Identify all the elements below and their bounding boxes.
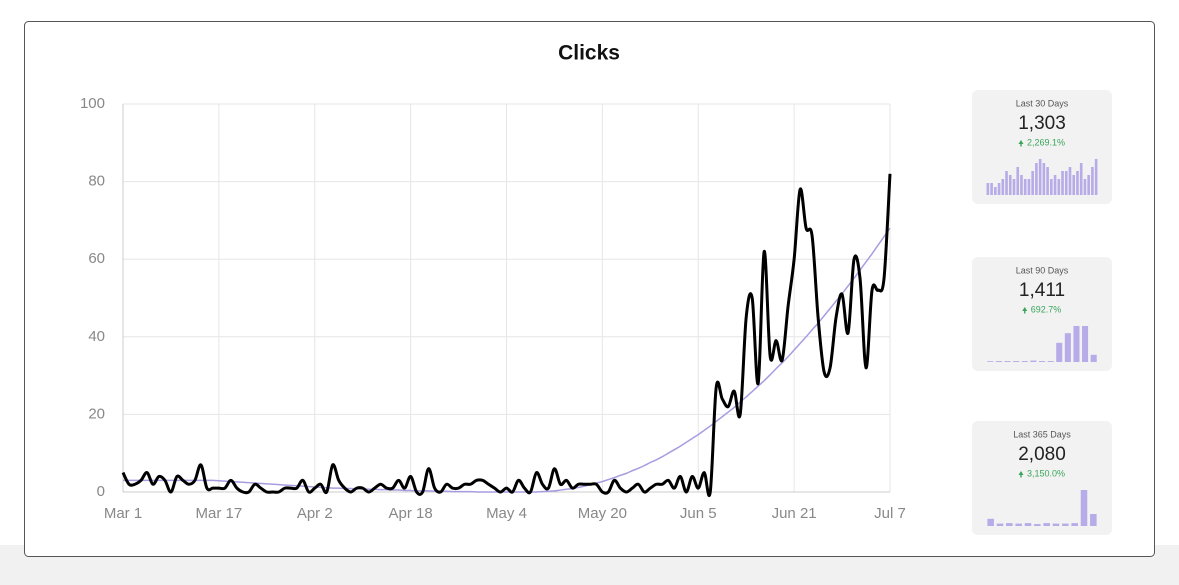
mini-bar [1064, 333, 1071, 362]
mini-bar [1052, 523, 1060, 526]
mini-bar [1062, 523, 1069, 526]
x-tick-label: Apr 2 [297, 505, 333, 522]
mini-bar [1064, 171, 1068, 195]
mini-bar [990, 183, 993, 195]
mini-bar [1001, 179, 1005, 195]
mini-bar [1024, 523, 1032, 526]
card-change: 2,269.1% [1027, 137, 1065, 147]
card-change: 3,150.0% [1027, 468, 1065, 478]
card-value: 2,080 [1018, 444, 1066, 465]
mini-bar [994, 187, 997, 195]
x-tick-label: Mar 17 [196, 505, 243, 522]
mini-bar [1023, 179, 1027, 195]
card-label: Last 365 Days [1013, 429, 1071, 439]
card-background [972, 421, 1112, 535]
mini-bar [1050, 179, 1053, 195]
mini-bar [1038, 159, 1042, 195]
mini-bar [1047, 361, 1054, 362]
y-tick-label: 20 [88, 405, 105, 422]
mini-bar [1072, 175, 1076, 195]
stat-card: Last 365 Days 2,080 3,150.0% [972, 421, 1112, 535]
mini-bar [1068, 167, 1072, 195]
mini-bar [1038, 361, 1046, 362]
mini-bar [1046, 167, 1049, 195]
mini-bar [1090, 354, 1097, 362]
mini-bar [1091, 167, 1094, 195]
mini-bar [1083, 179, 1087, 195]
mini-bar [1004, 361, 1011, 362]
card-label: Last 30 Days [1016, 98, 1069, 108]
mini-bar [987, 361, 994, 362]
x-tick-label: May 20 [578, 505, 627, 522]
mini-bar [1008, 175, 1012, 195]
mini-bar [1071, 523, 1078, 526]
trend-line [122, 227, 891, 493]
mini-bar [1080, 490, 1088, 526]
mini-bar [1034, 524, 1041, 526]
mini-bar [1042, 163, 1046, 195]
mini-bar [1021, 361, 1028, 362]
mini-bar [1082, 326, 1089, 362]
x-tick-label: Apr 18 [389, 505, 433, 522]
mini-bar [1087, 175, 1090, 195]
stat-card: Last 90 Days 1,411 692.7% [972, 257, 1112, 371]
x-tick-label: Jun 21 [772, 505, 817, 522]
mini-bar [1053, 175, 1057, 195]
mini-bar [1006, 523, 1013, 526]
mini-bar [1061, 171, 1064, 195]
mini-bar [1015, 523, 1022, 526]
card-value: 1,303 [1018, 113, 1066, 134]
mini-bar [995, 361, 1002, 362]
mini-bar [1031, 171, 1034, 195]
mini-bar [1012, 179, 1016, 195]
up-arrow-icon [1022, 307, 1028, 314]
card-change: 692.7% [1031, 304, 1062, 314]
mini-bar [1043, 523, 1050, 526]
card-value: 1,411 [1019, 280, 1065, 301]
card-label: Last 90 Days [1016, 265, 1069, 275]
mini-bar [1027, 179, 1031, 195]
mini-bar [997, 183, 1001, 195]
mini-bar [1076, 171, 1079, 195]
mini-bar [1013, 361, 1020, 362]
mini-bar [1030, 360, 1037, 362]
data-line [121, 173, 892, 497]
mini-bar [1020, 175, 1023, 195]
mini-bar [987, 518, 994, 526]
mini-bar [1073, 326, 1080, 362]
panel [24, 21, 1155, 557]
mini-bar [1057, 179, 1061, 195]
mini-bar [1005, 171, 1008, 195]
x-tick-label: May 4 [486, 505, 527, 522]
x-tick-label: Mar 1 [104, 505, 142, 522]
x-tick-label: Jul 7 [874, 505, 906, 522]
y-tick-label: 100 [80, 95, 105, 112]
y-tick-label: 0 [97, 483, 105, 500]
mini-bar [1094, 159, 1098, 195]
mini-bar [996, 523, 1004, 526]
y-tick-label: 40 [88, 328, 105, 345]
stat-card: Last 30 Days 1,303 2,269.1% [972, 90, 1112, 204]
up-arrow-icon [1018, 471, 1024, 478]
y-tick-label: 60 [88, 250, 105, 267]
mini-bar [1016, 167, 1020, 195]
x-tick-label: Jun 5 [680, 505, 717, 522]
mini-bar [1079, 163, 1083, 195]
mini-bar [1090, 514, 1097, 526]
mini-bar [986, 183, 990, 195]
up-arrow-icon [1018, 140, 1024, 147]
mini-bar [1056, 342, 1063, 362]
chart-title: Clicks [558, 42, 620, 65]
y-tick-label: 80 [88, 173, 105, 190]
mini-bar [1035, 163, 1038, 195]
